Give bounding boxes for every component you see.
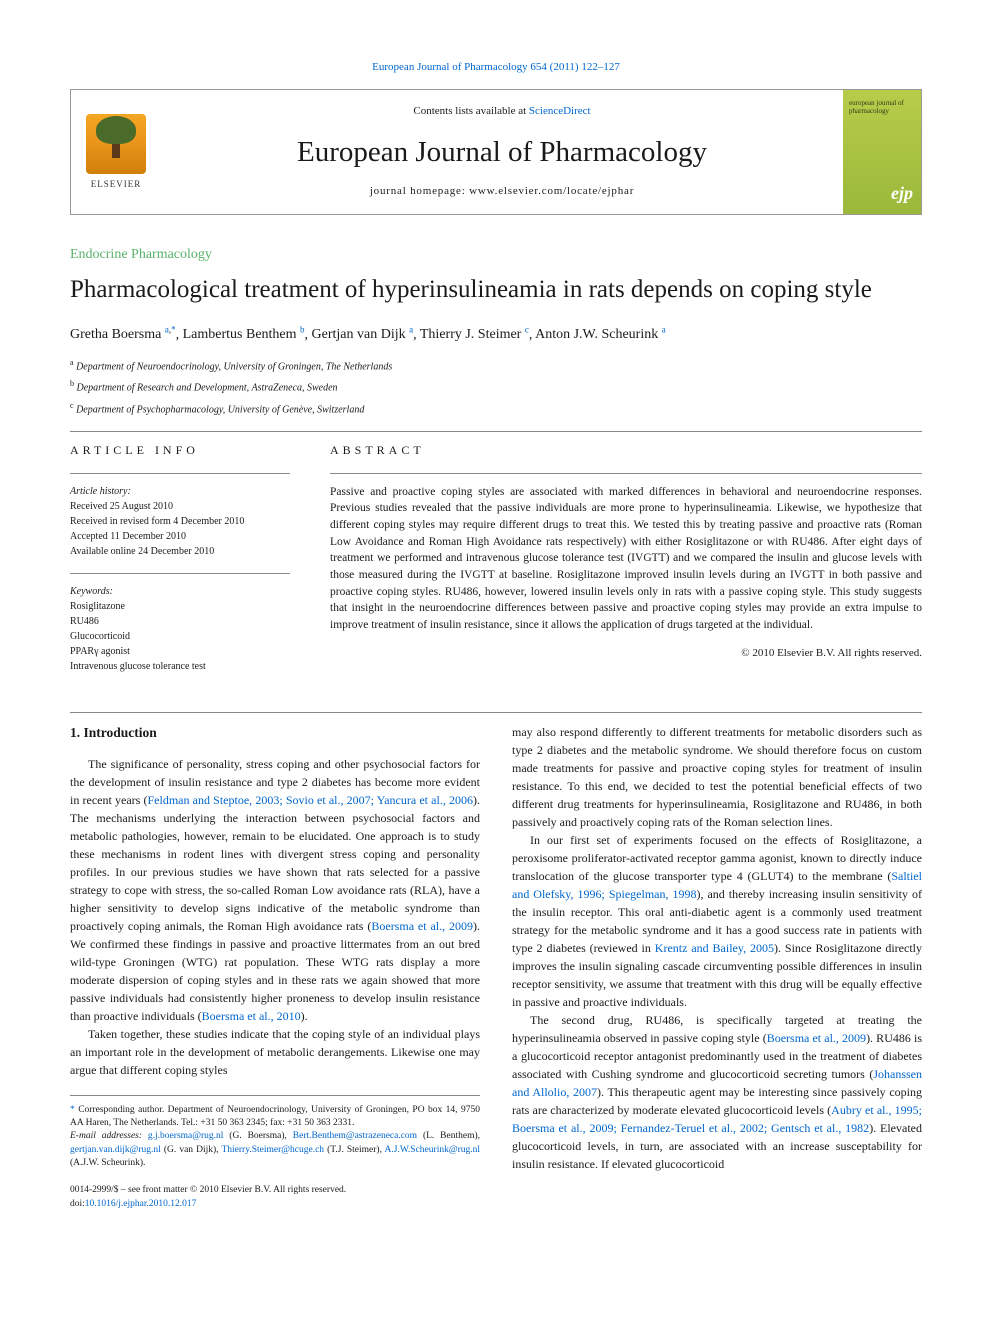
journal-citation[interactable]: European Journal of Pharmacology 654 (20… [70, 60, 922, 75]
author: Thierry J. Steimer c [420, 327, 529, 342]
citation-link[interactable]: Boersma et al., 2009 [371, 919, 473, 933]
affiliation: a Department of Neuroendocrinology, Univ… [70, 357, 922, 374]
paragraph: In our first set of experiments focused … [512, 831, 922, 1011]
abstract: ABSTRACT Passive and proactive coping st… [330, 442, 922, 688]
corresponding-author-text: Corresponding author. Department of Neur… [70, 1105, 480, 1128]
copyright: © 2010 Elsevier B.V. All rights reserved… [330, 646, 922, 661]
citation-link[interactable]: Boersma et al., 2009 [767, 1031, 866, 1045]
article-title: Pharmacological treatment of hyperinsuli… [70, 274, 922, 305]
author-aff-sup: c [525, 325, 529, 335]
corr-star-icon[interactable]: ,* [169, 325, 176, 335]
article-info: ARTICLE INFO Article history: Received 2… [70, 442, 290, 688]
footnotes: * Corresponding author. Department of Ne… [70, 1095, 480, 1170]
history-label: Article history: [70, 484, 290, 499]
cover-text: european journal of pharmacology [849, 100, 921, 115]
elsevier-tree-icon [86, 114, 146, 174]
keyword: Intravenous glucose tolerance test [70, 659, 290, 674]
email-link[interactable]: A.J.W.Scheurink@rug.nl [385, 1145, 480, 1155]
journal-name: European Journal of Pharmacology [169, 132, 835, 173]
history-online: Available online 24 December 2010 [70, 544, 290, 559]
paragraph: The significance of personality, stress … [70, 755, 480, 1025]
divider [330, 473, 922, 474]
citation-link[interactable]: Krentz and Bailey, 2005 [655, 941, 774, 955]
author-aff-sup: a [409, 325, 413, 335]
history-accepted: Accepted 11 December 2010 [70, 529, 290, 544]
citation-text: European Journal of Pharmacology 654 (20… [372, 61, 620, 73]
abstract-heading: ABSTRACT [330, 442, 922, 459]
contents-prefix: Contents lists available at [413, 105, 528, 117]
cover-abbrev: ejp [891, 181, 913, 206]
keyword: PPARγ agonist [70, 644, 290, 659]
doi-link[interactable]: 10.1016/j.ejphar.2010.12.017 [85, 1199, 197, 1209]
email-link[interactable]: gertjan.van.dijk@rug.nl [70, 1145, 161, 1155]
keywords-block: Keywords: RosiglitazoneRU486Glucocortico… [70, 584, 290, 674]
homepage-prefix: journal homepage: [370, 185, 469, 197]
header-center: Contents lists available at ScienceDirec… [161, 90, 843, 213]
divider [70, 473, 290, 474]
paragraph: may also respond differently to differen… [512, 723, 922, 831]
journal-header: ELSEVIER Contents lists available at Sci… [70, 89, 922, 214]
author: Gretha Boersma a,* [70, 327, 176, 342]
authors-line: Gretha Boersma a,*, Lambertus Benthem b,… [70, 324, 922, 345]
email-link[interactable]: Bert.Benthem@astrazeneca.com [293, 1131, 417, 1141]
sciencedirect-link[interactable]: ScienceDirect [529, 105, 591, 117]
paragraph: Taken together, these studies indicate t… [70, 1025, 480, 1079]
journal-cover[interactable]: european journal of pharmacology ejp [843, 90, 921, 213]
affiliation: b Department of Research and Development… [70, 378, 922, 395]
front-matter: 0014-2999/$ – see front matter © 2010 El… [70, 1184, 480, 1211]
left-column: 1. Introduction The significance of pers… [70, 723, 480, 1211]
divider [70, 573, 290, 574]
section-label: Endocrine Pharmacology [70, 245, 922, 265]
divider [70, 431, 922, 432]
elsevier-logo[interactable]: ELSEVIER [71, 90, 161, 213]
keywords-label: Keywords: [70, 584, 290, 599]
homepage-url[interactable]: www.elsevier.com/locate/ejphar [469, 185, 634, 197]
paragraph: The second drug, RU486, is specifically … [512, 1011, 922, 1173]
info-heading: ARTICLE INFO [70, 442, 290, 459]
author-aff-sup: a [662, 325, 666, 335]
right-column: may also respond differently to differen… [512, 723, 922, 1211]
corr-star-icon: * [70, 1105, 75, 1115]
author: Anton J.W. Scheurink a [535, 327, 666, 342]
email-link[interactable]: g.j.boersma@rug.nl [148, 1131, 224, 1141]
email-label: E-mail addresses: [70, 1131, 142, 1141]
divider [70, 712, 922, 713]
abstract-text: Passive and proactive coping styles are … [330, 484, 922, 634]
email-link[interactable]: Thierry.Steimer@hcuge.ch [221, 1145, 324, 1155]
citation-link[interactable]: Feldman and Steptoe, 2003; Sovio et al.,… [147, 793, 473, 807]
author: Gertjan van Dijk a [312, 327, 414, 342]
contents-line: Contents lists available at ScienceDirec… [169, 104, 835, 119]
affiliation: c Department of Psychopharmacology, Univ… [70, 400, 922, 417]
author: Lambertus Benthem b [183, 327, 305, 342]
history-revised: Received in revised form 4 December 2010 [70, 514, 290, 529]
intro-heading: 1. Introduction [70, 723, 480, 743]
homepage-line: journal homepage: www.elsevier.com/locat… [169, 184, 835, 199]
keyword: RU486 [70, 614, 290, 629]
keyword: Rosiglitazone [70, 599, 290, 614]
history-received: Received 25 August 2010 [70, 499, 290, 514]
article-history: Article history: Received 25 August 2010… [70, 484, 290, 559]
author-aff-sup: b [300, 325, 305, 335]
publisher-name: ELSEVIER [91, 178, 142, 191]
front-matter-text: 0014-2999/$ – see front matter © 2010 El… [70, 1185, 346, 1195]
citation-link[interactable]: Boersma et al., 2010 [202, 1009, 301, 1023]
keyword: Glucocorticoid [70, 629, 290, 644]
body-columns: 1. Introduction The significance of pers… [70, 723, 922, 1211]
doi-label: doi: [70, 1199, 85, 1209]
